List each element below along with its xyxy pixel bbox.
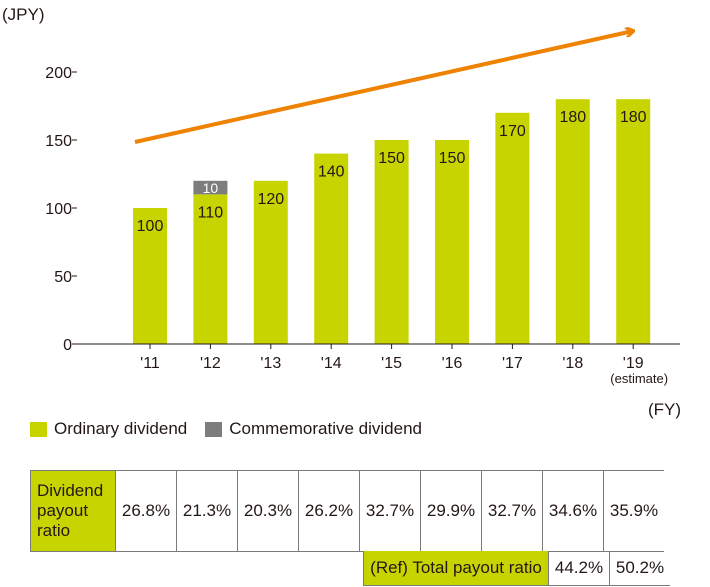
bar-value-label: 120	[257, 191, 284, 208]
payout-ratio-cell: 32.7%	[359, 470, 421, 552]
y-axis-unit-label: (JPY)	[2, 5, 45, 24]
bar-ordinary	[253, 180, 288, 344]
bar-ordinary	[314, 153, 349, 344]
total-payout-ratio-table: (Ref) Total payout ratio 44.2% 50.2%	[363, 551, 670, 586]
legend-label-ordinary: Ordinary dividend	[54, 419, 188, 438]
bar-commemorative-label: 10	[203, 180, 219, 196]
x-tick-note: (estimate)	[610, 371, 668, 386]
x-tick-label: '11	[140, 355, 160, 372]
y-tick-label: 150	[45, 133, 72, 150]
bar-value-label: 170	[499, 123, 526, 140]
bar-ordinary	[616, 99, 651, 344]
bar-commemorative	[193, 180, 228, 195]
bar-value-label: 180	[620, 109, 647, 126]
payout-ratio-row: Dividend payout ratio 26.8% 21.3% 20.3% …	[30, 470, 664, 552]
total-payout-ratio-label: (Ref) Total payout ratio	[363, 551, 549, 586]
legend-label-commemorative: Commemorative dividend	[229, 419, 422, 438]
bar-value-label: 150	[439, 150, 466, 167]
payout-ratio-cell: 21.3%	[176, 470, 238, 552]
x-axis-unit-label: (FY)	[648, 400, 682, 419]
legend-swatch-ordinary	[30, 421, 47, 437]
y-tick-label: 0	[63, 337, 72, 354]
y-tick-label: 50	[54, 269, 72, 286]
bar-ordinary	[374, 140, 409, 344]
bar-value-label: 150	[378, 150, 405, 167]
payout-ratio-header: Dividend payout ratio	[30, 470, 116, 552]
x-tick-label: '18	[562, 355, 583, 372]
bar-ordinary	[495, 112, 530, 344]
x-tick-label: '14	[321, 355, 342, 372]
payout-ratio-cell: 34.6%	[542, 470, 604, 552]
bar-value-label: 110	[198, 204, 224, 221]
x-tick-label: '15	[381, 355, 402, 372]
bar-ordinary	[555, 99, 590, 344]
bar-ordinary	[435, 140, 469, 344]
bar-ordinary	[193, 194, 228, 344]
payout-ratio-label: Dividend payout ratio	[37, 481, 104, 540]
legend-item-ordinary: Ordinary dividend	[30, 419, 187, 439]
x-tick-label: '16	[442, 355, 463, 372]
trend-arrow	[134, 31, 633, 144]
x-tick-label: '17	[502, 355, 523, 372]
x-tick-label: '13	[260, 355, 281, 372]
payout-ratio-cell: 29.9%	[420, 470, 482, 552]
bar-value-label: 100	[137, 218, 164, 235]
legend-swatch-commemorative	[205, 421, 223, 437]
payout-ratio-cell: 35.9%	[603, 470, 664, 552]
legend-item-commemorative: Commemorative dividend	[205, 419, 422, 439]
payout-ratio-cell: 26.2%	[298, 470, 360, 552]
bar-ordinary	[133, 208, 167, 344]
total-payout-ratio-cell: 44.2%	[548, 551, 610, 586]
payout-ratio-table: Dividend payout ratio 26.8% 21.3% 20.3% …	[30, 470, 664, 552]
payout-ratio-cell: 32.7%	[481, 470, 543, 552]
chart-legend: Ordinary dividend Commemorative dividend	[30, 419, 440, 439]
x-tick-label: '19	[623, 355, 644, 372]
y-tick-label: 200	[45, 65, 72, 82]
total-payout-ratio-row: (Ref) Total payout ratio 44.2% 50.2%	[363, 551, 670, 586]
dividend-bar-chart: (JPY) 0 50 100 150 200 100 110 10 120 140 150 150 1…	[2, 5, 680, 386]
payout-ratio-cell: 26.8%	[115, 470, 177, 552]
bar-value-label: 140	[318, 164, 345, 181]
bar-value-label: 180	[559, 109, 586, 126]
payout-ratio-cell: 20.3%	[237, 470, 299, 552]
y-tick-label: 100	[45, 201, 72, 218]
total-payout-ratio-cell: 50.2%	[609, 551, 670, 586]
x-tick-label: '12	[200, 355, 221, 372]
